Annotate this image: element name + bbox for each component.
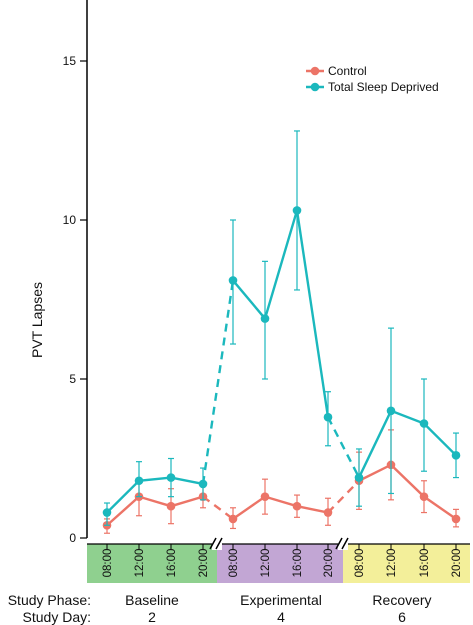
break-gap-0 <box>212 536 222 550</box>
series-0-bridge-0 <box>202 495 234 520</box>
break-mark-a-0 <box>209 537 217 550</box>
legend: Control Total Sleep Deprived <box>306 64 439 94</box>
series-0-point-6 <box>292 501 302 511</box>
phase-day-0: 2 <box>148 609 156 625</box>
x-tick-label-8: 08:00 <box>354 549 366 578</box>
x-tick-label-7: 20:00 <box>323 549 335 578</box>
series-1-point-2 <box>166 473 176 482</box>
axis-breaks <box>209 536 349 550</box>
series-1-bridge-1 <box>326 416 361 479</box>
x-tick-labels: 08:00 12:00 16:00 20:00 08:00 12:00 16:00 20:00… <box>102 544 463 577</box>
series-0-line-2 <box>358 463 457 520</box>
series-0-line-1 <box>232 495 329 520</box>
series-1-point-9 <box>386 406 396 416</box>
series-1-point-4 <box>228 276 238 285</box>
series-1-point-7 <box>323 412 333 422</box>
series-1-line-2 <box>357 409 457 479</box>
break-gap-1 <box>338 536 348 550</box>
phase-name-2: Recovery <box>372 592 431 608</box>
x-tick-label-6: 16:00 <box>292 549 304 578</box>
series-0-point-7 <box>323 508 333 517</box>
series-1-point-6 <box>292 206 302 215</box>
x-tick-label-5: 12:00 <box>260 549 272 578</box>
x-tick-label-4: 08:00 <box>228 549 240 578</box>
series-0-point-10 <box>419 492 429 501</box>
phase-band-2 <box>343 544 470 583</box>
x-tick-label-1: 12:00 <box>134 549 146 578</box>
x-tick-label-0: 08:00 <box>102 549 114 578</box>
y-axis-label: PVT Lapses <box>29 282 45 358</box>
x-tick-label-9: 12:00 <box>386 549 398 578</box>
phase-bands <box>87 543 470 583</box>
phase-band-0 <box>87 544 217 583</box>
series-0-point-4 <box>228 514 238 524</box>
x-tick-label-10: 16:00 <box>419 549 431 578</box>
break-mark-a-1 <box>335 537 343 550</box>
series-1-point-0 <box>102 508 112 517</box>
series-1-point-5 <box>260 314 270 323</box>
y-tick-label-5: 5 <box>69 372 76 386</box>
phase-name-0: Baseline <box>125 592 179 608</box>
phase-name-1: Experimental <box>240 592 322 608</box>
series-0-bridge-1 <box>327 479 360 514</box>
series-0-point-2 <box>166 501 176 511</box>
series-1-point-11 <box>451 451 461 460</box>
x-tick-label-11: 20:00 <box>451 549 463 578</box>
series-1-point-8 <box>354 473 364 482</box>
series-0-point-5 <box>260 492 270 501</box>
series-1-point-10 <box>419 419 429 428</box>
study-phase-row-label: Study Phase: <box>8 592 91 608</box>
y-ticks: 0 5 10 15 <box>63 54 87 545</box>
legend-label-0: Control <box>328 64 367 78</box>
break-mark-b-0 <box>215 537 223 550</box>
series-1-point-1 <box>134 476 144 486</box>
series-1-line-0 <box>106 476 204 514</box>
phase-band-1 <box>217 544 343 583</box>
legend-marker-1 <box>310 82 320 92</box>
phase-day-2: 6 <box>398 609 406 625</box>
series-0-point-11 <box>451 514 461 524</box>
study-day-row-label: Study Day: <box>23 609 91 625</box>
series-1-point-3 <box>198 479 208 489</box>
phase-day-1: 4 <box>277 609 285 625</box>
y-tick-label-10: 10 <box>63 213 77 227</box>
series-1-bridge-0 <box>201 280 235 485</box>
legend-label-1: Total Sleep Deprived <box>328 80 439 94</box>
break-mark-b-1 <box>341 537 349 550</box>
y-tick-label-0: 0 <box>69 531 76 545</box>
series-1-line-1 <box>232 210 330 418</box>
legend-marker-0 <box>310 66 320 76</box>
x-tick-label-2: 16:00 <box>166 549 178 578</box>
y-tick-label-15: 15 <box>63 54 77 68</box>
series-layer <box>102 130 461 534</box>
series-0-line-0 <box>106 495 204 527</box>
x-tick-label-3: 20:00 <box>198 549 210 578</box>
